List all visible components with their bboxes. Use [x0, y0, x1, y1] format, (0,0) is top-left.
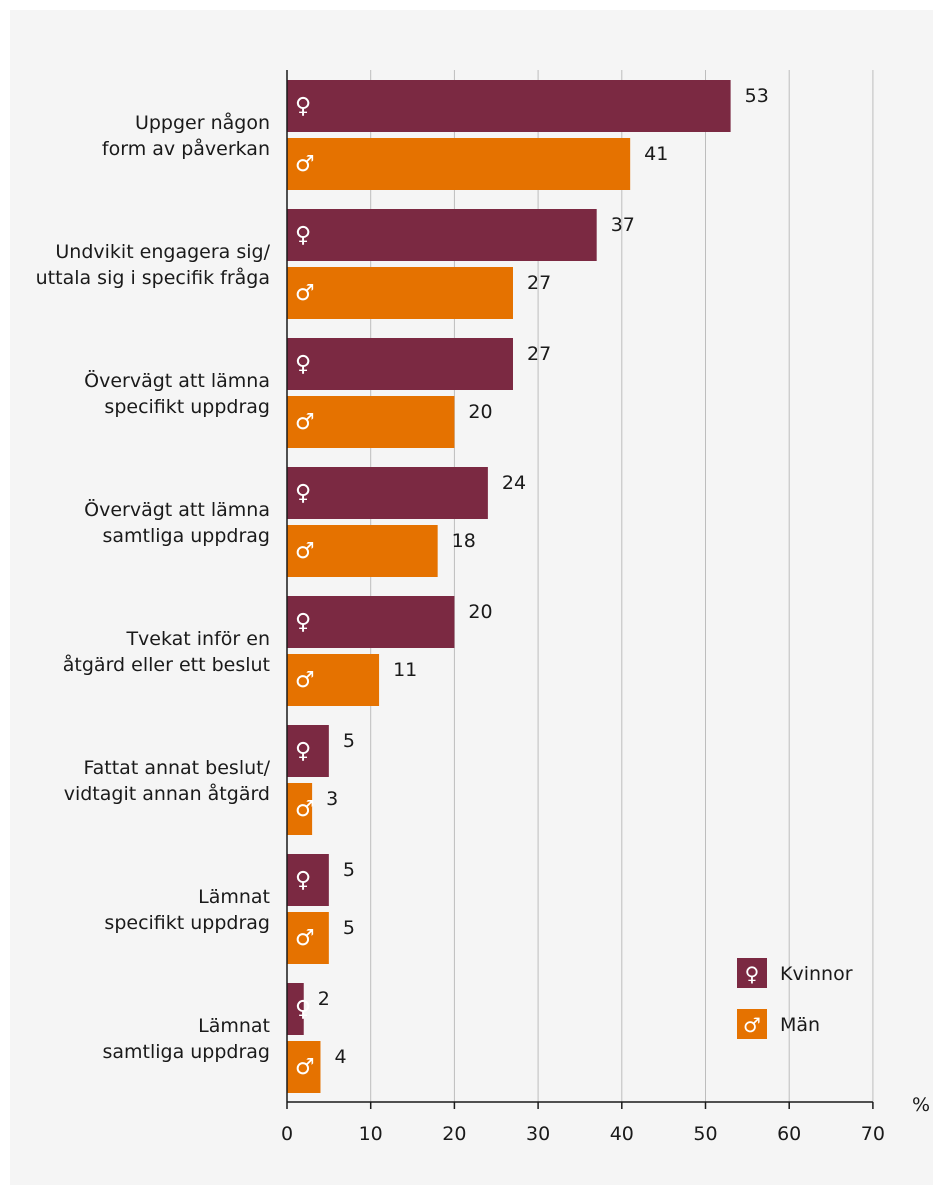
x-tick-label: 70: [861, 1123, 885, 1145]
chart-background: [10, 10, 933, 1185]
female-symbol-icon: ♀: [295, 997, 311, 1022]
category-label: Fattat annat beslut/: [83, 757, 270, 779]
category-label: Undvikit engagera sig/: [55, 241, 270, 263]
bar-män: [287, 525, 438, 577]
female-symbol-icon: ♀: [295, 223, 311, 248]
category-label: samtliga uppdrag: [102, 1041, 270, 1063]
bar-kvinnor: [287, 983, 304, 1035]
bar-män: [287, 1041, 321, 1093]
bar-män: [287, 267, 513, 319]
x-tick-label: 60: [777, 1123, 801, 1145]
bar-kvinnor: [287, 467, 488, 519]
category-label: Tvekat inför en: [125, 628, 270, 650]
bar-män: [287, 783, 313, 835]
x-tick-label: 30: [526, 1123, 550, 1145]
data-label: 37: [611, 214, 635, 236]
female-symbol-icon: ♀: [295, 610, 311, 635]
male-symbol-icon: ♂: [295, 152, 315, 177]
data-label: 3: [326, 788, 338, 810]
x-tick-label: 20: [442, 1123, 466, 1145]
category-label: form av påverkan: [102, 137, 270, 160]
x-tick-label: 10: [359, 1123, 383, 1145]
bar-män: [287, 912, 329, 964]
female-symbol-icon: ♀: [295, 739, 311, 764]
bar-män: [287, 396, 455, 448]
x-tick-label: 50: [693, 1123, 717, 1145]
x-tick-label: 0: [281, 1123, 293, 1145]
data-label: 27: [527, 272, 551, 294]
data-label: 41: [644, 143, 668, 165]
male-symbol-icon: ♂: [295, 797, 315, 822]
data-label: 20: [468, 401, 492, 423]
data-label: 5: [343, 730, 355, 752]
category-label: Övervägt att lämna: [84, 369, 270, 392]
category-label: vidtagit annan åtgärd: [64, 782, 270, 805]
male-symbol-icon: ♂: [295, 539, 315, 564]
category-label: specifikt uppdrag: [104, 912, 270, 934]
bar-kvinnor: [287, 596, 455, 648]
male-symbol-icon: ♂: [295, 1055, 315, 1080]
bar-kvinnor: [287, 209, 597, 261]
legend-swatch-kvinnor: [737, 958, 767, 988]
male-symbol-icon: ♂: [295, 410, 315, 435]
category-label: Lämnat: [198, 1015, 270, 1037]
data-label: 11: [393, 659, 417, 681]
female-symbol-icon: ♀: [295, 868, 311, 893]
male-symbol-icon: ♂: [295, 668, 315, 693]
data-label: 5: [343, 917, 355, 939]
data-label: 4: [334, 1046, 346, 1068]
data-label: 18: [452, 530, 476, 552]
bar-kvinnor: [287, 338, 513, 390]
category-label: samtliga uppdrag: [102, 525, 270, 547]
legend-label: Kvinnor: [780, 963, 853, 985]
category-label: Uppger någon: [135, 111, 270, 134]
bar-kvinnor: [287, 80, 731, 132]
category-label: uttala sig i specifik fråga: [36, 266, 270, 289]
category-label: åtgärd eller ett beslut: [63, 653, 270, 676]
bar-män: [287, 654, 380, 706]
legend-swatch-män: [737, 1009, 767, 1039]
female-symbol-icon: ♀: [295, 94, 311, 119]
legend-label: Män: [780, 1014, 820, 1036]
bar-kvinnor: [287, 854, 329, 906]
male-symbol-icon: ♂: [295, 281, 315, 306]
bar-kvinnor: [287, 725, 329, 777]
male-symbol-icon: ♂: [743, 1013, 761, 1037]
category-label: Övervägt att lämna: [84, 498, 270, 521]
female-symbol-icon: ♀: [745, 962, 760, 986]
data-label: 24: [502, 472, 526, 494]
category-label: specifikt uppdrag: [104, 396, 270, 418]
data-label: 20: [468, 601, 492, 623]
data-label: 27: [527, 343, 551, 365]
x-tick-label: 40: [610, 1123, 634, 1145]
female-symbol-icon: ♀: [295, 481, 311, 506]
x-axis-unit: %: [912, 1094, 930, 1116]
female-symbol-icon: ♀: [295, 352, 311, 377]
bar-män: [287, 138, 631, 190]
male-symbol-icon: ♂: [295, 926, 315, 951]
data-label: 2: [318, 988, 330, 1010]
category-label: Lämnat: [198, 886, 270, 908]
data-label: 53: [745, 85, 769, 107]
data-label: 5: [343, 859, 355, 881]
